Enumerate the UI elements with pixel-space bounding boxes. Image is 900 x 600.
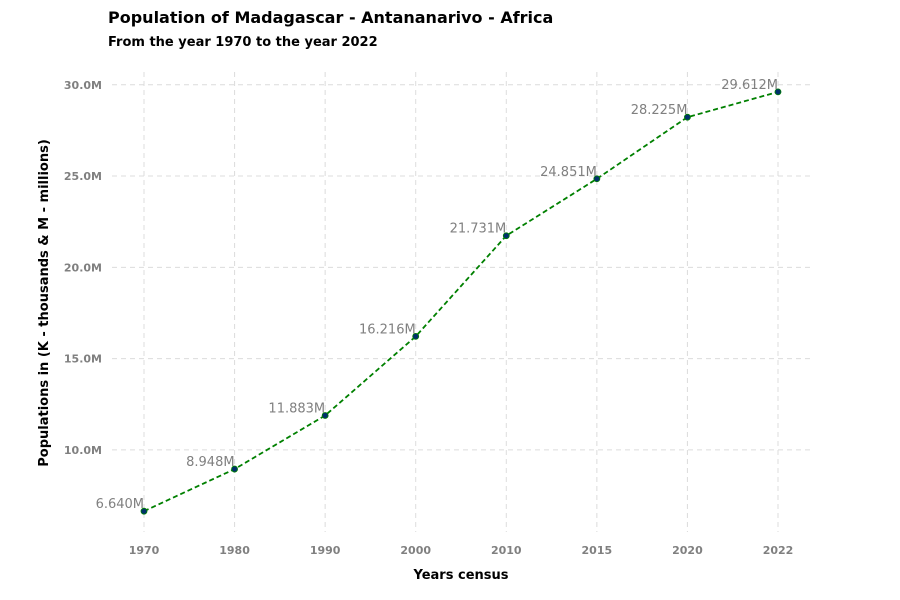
y-axis-title: Populations in (K - thousands & M - mill… <box>37 139 52 467</box>
data-label: 24.851M <box>540 165 597 180</box>
data-label: 21.731M <box>450 222 507 237</box>
chart-title: Population of Madagascar - Antananarivo … <box>108 8 554 27</box>
x-axis-ticks: 1970 1980 1990 2000 2010 2015 2020 2022 <box>129 544 794 557</box>
y-tick-label: 25.0M <box>64 170 102 183</box>
grid <box>112 72 810 532</box>
y-tick-label: 30.0M <box>64 79 102 92</box>
y-tick-label: 15.0M <box>64 353 102 366</box>
x-tick-label: 2010 <box>491 544 522 557</box>
data-label: 29.612M <box>721 78 778 93</box>
y-tick-label: 20.0M <box>64 261 102 274</box>
data-label: 6.640M <box>96 497 144 512</box>
data-point <box>774 88 782 96</box>
x-tick-label: 2015 <box>582 544 613 557</box>
y-tick-label: 10.0M <box>64 444 102 457</box>
data-point <box>593 175 601 183</box>
x-tick-label: 1970 <box>129 544 160 557</box>
x-tick-label: 2022 <box>763 544 794 557</box>
x-tick-label: 2020 <box>672 544 703 557</box>
chart-subtitle: From the year 1970 to the year 2022 <box>108 35 378 50</box>
data-point <box>231 465 238 473</box>
x-tick-label: 1980 <box>219 544 250 557</box>
data-labels: 6.640M 8.948M 11.883M 16.216M 21.731M 24.851M… <box>96 78 778 512</box>
series-line <box>143 91 779 513</box>
data-label: 11.883M <box>268 401 325 416</box>
x-axis-title: Years census <box>413 568 509 583</box>
data-label: 8.948M <box>186 455 234 470</box>
data-point <box>140 507 148 515</box>
y-axis-ticks: 10.0M 15.0M 20.0M 25.0M 30.0M <box>64 79 102 457</box>
x-tick-label: 1990 <box>310 544 341 557</box>
data-point <box>684 113 691 121</box>
data-point <box>502 232 510 240</box>
x-tick-label: 2000 <box>400 544 431 557</box>
data-point <box>412 332 420 340</box>
data-label: 28.225M <box>631 103 688 118</box>
data-label: 16.216M <box>359 322 416 337</box>
data-points <box>140 88 782 515</box>
data-point <box>321 412 329 419</box>
